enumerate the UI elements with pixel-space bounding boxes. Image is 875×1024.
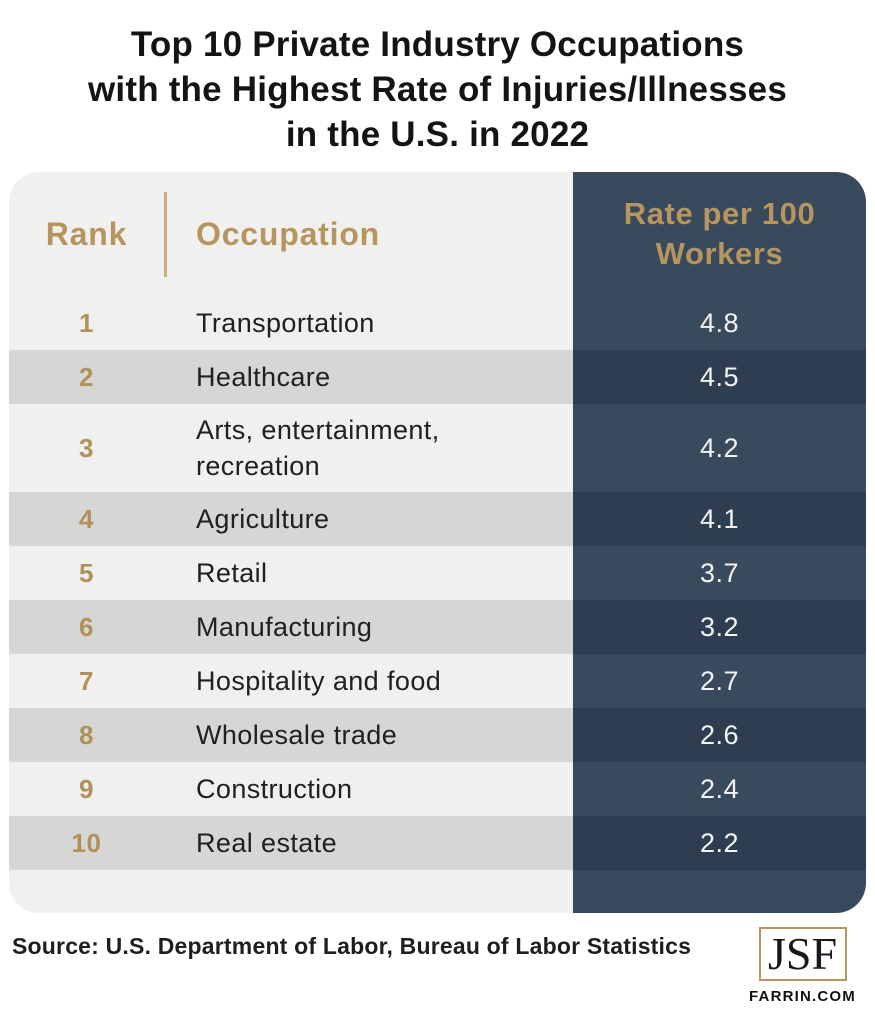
rate-value: 3.2 <box>699 611 740 642</box>
page-title: Top 10 Private Industry Occupations with… <box>0 0 875 157</box>
occupation-value: Arts, entertainment, recreation <box>196 415 440 481</box>
table-row: 9 Construction 2.4 <box>9 762 866 816</box>
page-title-line-2: with the Highest Rate of Injuries/Illnes… <box>87 70 788 109</box>
rank-value: 9 <box>79 773 94 804</box>
rate-value: 4.2 <box>699 432 740 463</box>
source-attribution: Source: U.S. Department of Labor, Bureau… <box>12 933 692 959</box>
jsf-logo-initials: JSF <box>767 928 838 979</box>
jsf-farrin-logo: JSF FARRIN.COM <box>749 927 856 1005</box>
rate-value: 2.4 <box>699 773 740 804</box>
table-row: 10 Real estate 2.2 <box>9 816 866 870</box>
occupation-value: Real estate <box>196 828 337 858</box>
table-header-row: Rank Occupation Rate per 100 Workers <box>9 172 866 296</box>
occupation-value: Agriculture <box>196 504 330 534</box>
occupation-value: Transportation <box>196 308 375 338</box>
farrin-domain-label: FARRIN.COM <box>749 988 856 1005</box>
table-footer-strip <box>9 870 866 913</box>
table-row: 5 Retail 3.7 <box>9 546 866 600</box>
injury-rate-table: Rank Occupation Rate per 100 Workers 1 T… <box>9 172 866 913</box>
header-divider <box>164 192 167 277</box>
table-row: 8 Wholesale trade 2.6 <box>9 708 866 762</box>
rate-value: 2.2 <box>699 827 740 858</box>
rank-value: 2 <box>79 361 94 392</box>
table-row: 3 Arts, entertainment, recreation 4.2 <box>9 404 866 492</box>
rank-value: 4 <box>79 503 94 534</box>
occupation-value: Manufacturing <box>196 612 373 642</box>
rate-value: 2.6 <box>699 719 740 750</box>
footer: Source: U.S. Department of Labor, Bureau… <box>0 913 875 1005</box>
occupation-value: Hospitality and food <box>196 666 442 696</box>
table-row: 6 Manufacturing 3.2 <box>9 600 866 654</box>
rank-value: 6 <box>79 611 94 642</box>
rate-value: 4.5 <box>699 361 740 392</box>
occupation-value: Construction <box>196 774 353 804</box>
page-title-line-1: Top 10 Private Industry Occupations <box>130 25 745 64</box>
occupation-value: Healthcare <box>196 362 331 392</box>
rate-value: 3.7 <box>699 557 740 588</box>
rank-value: 7 <box>79 665 94 696</box>
occupation-value: Retail <box>196 558 268 588</box>
rank-value: 5 <box>79 557 94 588</box>
rate-column-header: Rate per 100 Workers <box>623 196 816 271</box>
table-row: 1 Transportation 4.8 <box>9 296 866 350</box>
jsf-logo-box: JSF <box>758 927 847 981</box>
occupation-value: Wholesale trade <box>196 720 398 750</box>
table-row: 2 Healthcare 4.5 <box>9 350 866 404</box>
table-row: 7 Hospitality and food 2.7 <box>9 654 866 708</box>
occupation-column-header: Occupation <box>196 215 381 252</box>
rank-value: 8 <box>79 719 94 750</box>
rate-value: 2.7 <box>699 665 740 696</box>
table-row: 4 Agriculture 4.1 <box>9 492 866 546</box>
rank-value: 3 <box>79 432 94 463</box>
rank-value: 1 <box>79 307 94 338</box>
rank-value: 10 <box>71 827 102 858</box>
page-title-line-3: in the U.S. in 2022 <box>285 115 590 154</box>
rate-value: 4.8 <box>699 307 740 338</box>
rate-value: 4.1 <box>699 503 740 534</box>
rank-column-header: Rank <box>45 215 128 252</box>
